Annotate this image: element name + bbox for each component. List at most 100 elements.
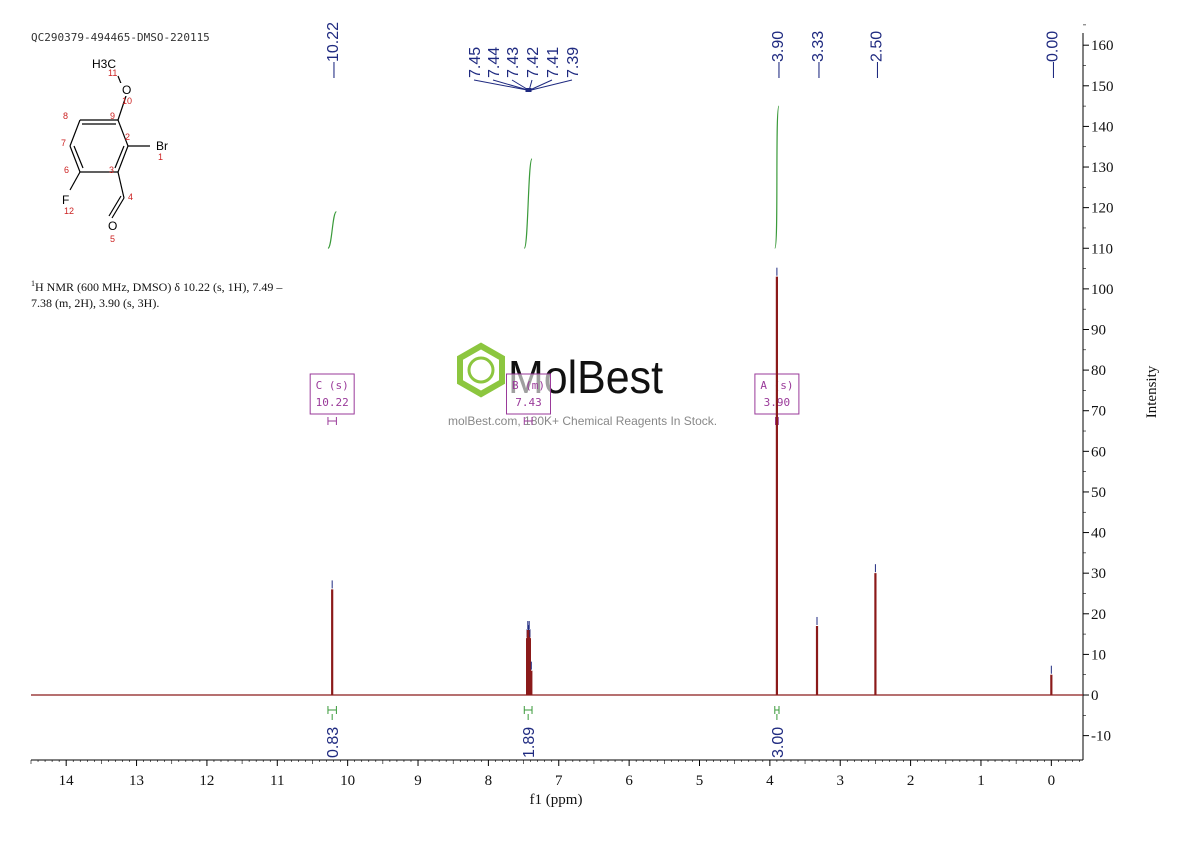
peak-label: —10.22 — [325, 22, 342, 78]
y-tick-label: 140 — [1091, 119, 1114, 135]
y-tick-label: 90 — [1091, 322, 1106, 338]
y-tick-label: 120 — [1091, 201, 1114, 217]
x-tick-label: 2 — [907, 773, 915, 789]
x-axis-title: f1 (ppm) — [530, 792, 583, 808]
y-axis-title: Intensity — [1144, 365, 1160, 418]
atom-number: 7 — [61, 138, 66, 148]
watermark-tagline: molBest.com, 180K+ Chemical Reagents In … — [448, 414, 718, 428]
x-tick-label: 12 — [199, 773, 214, 789]
atom-mask — [120, 83, 132, 96]
atom-number: 1 — [158, 152, 163, 162]
sample-id: QC290379-494465-DMSO-220115 — [31, 31, 210, 44]
x-tick-label: 4 — [766, 773, 774, 789]
y-tick-label: 100 — [1091, 282, 1114, 298]
y-tick-label: 30 — [1091, 566, 1106, 582]
y-tick-label: 130 — [1091, 160, 1114, 176]
atom-number: 10 — [122, 96, 132, 106]
nmr-summary-line-2: 7.38 (m, 2H), 3.90 (s, 3H). — [31, 296, 160, 310]
peak-label: —2.50 — [868, 31, 885, 78]
spectrum-trace — [31, 267, 1083, 696]
x-tick-label: 11 — [270, 773, 284, 789]
peak-label: —3.90 — [770, 31, 787, 78]
x-tick-label: 0 — [1048, 773, 1056, 789]
molbest-logo-ring — [467, 356, 495, 384]
peak-label: 7.44 — [486, 47, 503, 78]
integral-value: 0.83 — [325, 727, 342, 758]
peak-label: 7.43 — [505, 47, 522, 78]
integral-curve — [327, 211, 337, 249]
atom-mask — [60, 193, 72, 206]
atom-symbol: Br — [156, 139, 168, 153]
y-tick-label: 20 — [1091, 607, 1106, 623]
peak-label: 7.42 — [525, 47, 542, 78]
peak-label-leader — [529, 79, 553, 91]
integral-curves: 0.83 1.89 3.00 — [325, 105, 787, 758]
x-tick-label: 7 — [555, 773, 563, 789]
x-tick-label: 10 — [340, 773, 355, 789]
peak-label: 7.45 — [467, 47, 484, 78]
multiplet-box — [309, 373, 355, 415]
atom-symbol: F — [62, 193, 69, 207]
y-tick-label: 60 — [1091, 444, 1106, 460]
nmr-summary-isotope: 1 — [31, 279, 35, 288]
atom-symbol: H3C — [92, 57, 116, 71]
y-tick-label: 40 — [1091, 526, 1106, 542]
x-tick-label: 1 — [977, 773, 985, 789]
multiplet-id: B (m) — [512, 379, 545, 392]
atom-symbol: O — [122, 83, 131, 97]
y-tick-label: 150 — [1091, 79, 1114, 95]
peak-label-leader — [492, 79, 528, 91]
x-tick-label: 8 — [485, 773, 493, 789]
atom-number: 9 — [110, 111, 115, 121]
y-tick-label: 50 — [1091, 485, 1106, 501]
peak-label-leader — [531, 79, 573, 91]
molbest-watermark: MolBest — [457, 342, 663, 403]
atom-number: 3 — [109, 165, 114, 175]
y-tick-label: -10 — [1091, 729, 1111, 745]
nmr-summary: 1H NMR (600 MHz, DMSO) δ 10.22 (s, 1H), … — [31, 276, 351, 311]
peak-label: —3.33 — [810, 31, 827, 78]
y-tick-label: 10 — [1091, 647, 1106, 663]
atom-mask — [90, 57, 118, 70]
integral-curve — [523, 158, 533, 249]
x-tick-label: 13 — [129, 773, 144, 789]
x-tick-label: 9 — [414, 773, 422, 789]
x-tick-label: 3 — [836, 773, 844, 789]
atom-mask — [106, 219, 118, 232]
integral-value: 3.00 — [770, 727, 787, 758]
x-tick-label: 14 — [59, 773, 75, 789]
x-tick-label: 5 — [696, 773, 704, 789]
y-tick-label: 0 — [1091, 688, 1099, 704]
atom-number: 8 — [63, 111, 68, 121]
atom-number: 4 — [128, 192, 133, 202]
y-tick-label: 110 — [1091, 241, 1113, 257]
peak-label: —0.00 — [1044, 31, 1061, 78]
atom-number: 2 — [125, 132, 130, 142]
nmr-summary-text-1: H NMR (600 MHz, DMSO) δ 10.22 (s, 1H), 7… — [35, 280, 283, 294]
y-tick-label: 80 — [1091, 363, 1106, 379]
integral-curve — [774, 105, 780, 249]
atom-mask — [154, 139, 174, 152]
atom-symbol: O — [108, 219, 117, 233]
atom-number: 12 — [64, 206, 74, 216]
multiplet-id: C (s) — [316, 379, 349, 392]
multiplet-leader-hub — [525, 88, 532, 92]
molbest-logo-hexagon — [457, 342, 505, 398]
atom-number: 5 — [110, 234, 115, 244]
multiplet-shift: 7.43 — [515, 396, 542, 409]
x-tick-label: 6 — [625, 773, 633, 789]
nmr-summary-line-1: 1H NMR (600 MHz, DMSO) δ 10.22 (s, 1H), … — [31, 276, 351, 295]
peak-label: 7.39 — [565, 47, 582, 78]
multiplet-box — [506, 373, 552, 415]
integral-value: 1.89 — [521, 727, 538, 758]
atom-number: 6 — [64, 165, 69, 175]
peak-label: 7.41 — [545, 47, 562, 78]
molecule-structure — [69, 75, 150, 219]
y-tick-label: 160 — [1091, 38, 1114, 54]
axes: 14 13 12 11 10 9 8 7 6 5 4 3 2 1 0-1001020304050607080… — [30, 24, 1160, 808]
peak-label-leader — [473, 79, 528, 91]
atom-number: 11 — [108, 68, 117, 78]
